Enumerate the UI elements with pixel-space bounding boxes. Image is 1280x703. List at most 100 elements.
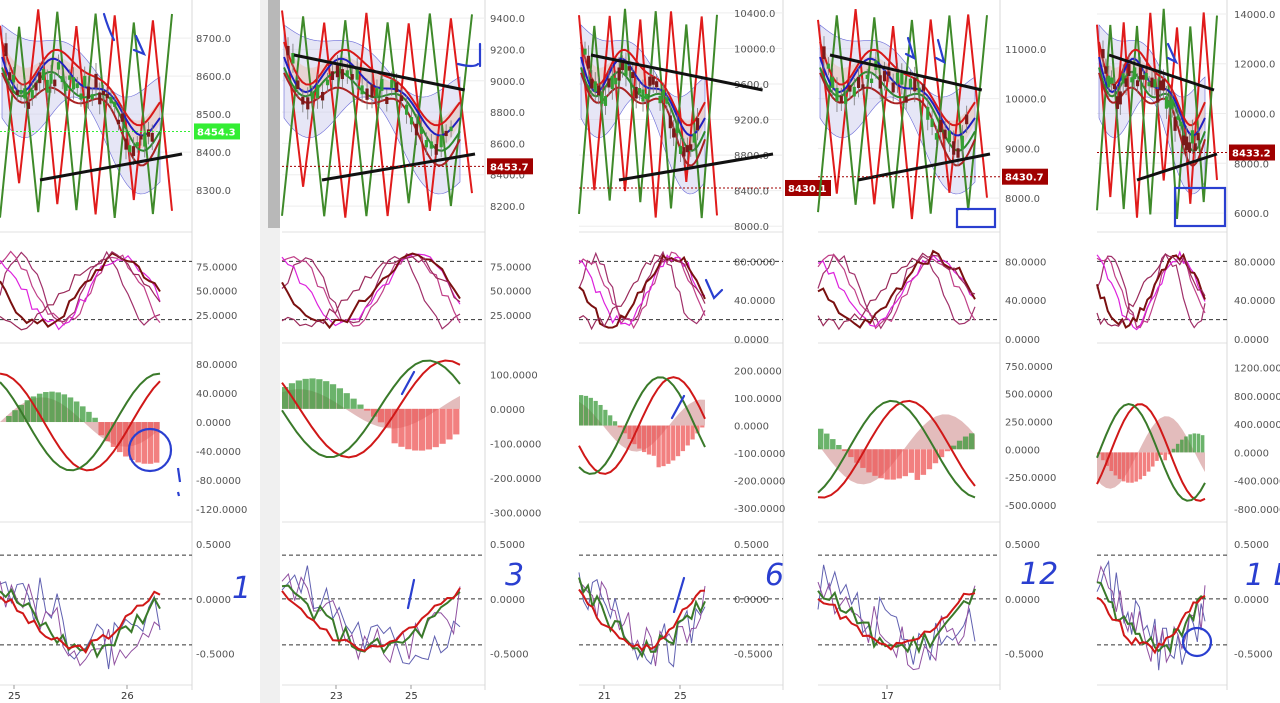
stochastic-tick-label: 0.0000 [1234,335,1269,346]
candle-body [952,141,956,155]
support-trendline [39,152,183,182]
candle-body [682,147,686,157]
macd-histogram-bar [302,378,309,409]
oscillator-line [281,565,461,665]
candle-body [1115,96,1120,109]
stochastic-line [817,249,976,329]
price-tick-label: 8000.0 [1005,194,1040,205]
macd-histogram-bar [357,404,364,409]
macd-histogram-bar [12,410,18,423]
candle-body [900,73,904,85]
macd-histogram-bar [1146,452,1151,472]
oscillator-tick-label: 0.0000 [1005,595,1040,606]
candle-body [1127,63,1131,76]
scrollbar-thumb [268,0,280,228]
candle-body [116,119,121,125]
hand-drawn-mark [102,12,147,57]
candle-body [1147,82,1151,87]
candle-body [668,115,672,129]
candle-body [296,80,300,90]
candle-body [105,93,109,99]
candle-body [370,84,374,98]
macd-histogram-bar [371,408,378,417]
candle-body [1161,79,1166,91]
candle-body [655,81,659,88]
candle-body [672,128,676,138]
timeframe-panel: 9400.0 9200.0 9000.0 8800.0 8600.0 8400.0 8200… [281,0,541,702]
candle-body [848,85,852,92]
timeframe-panel: 10400.010000.09600.09200.08800.08400.080… [578,0,831,702]
macd-histogram-bar [412,408,419,451]
last-price-tag [1229,144,1275,161]
candle-body [419,127,424,134]
macd-histogram-bar [110,422,117,447]
candle-body [661,89,666,96]
macd-histogram-bar [135,422,141,463]
hand-drawn-mark [176,467,182,497]
macd-histogram-bar [1109,452,1114,472]
macd-histogram-bar [830,439,836,450]
candle-body [644,93,649,100]
candle-body [627,66,631,71]
macd-histogram-bar [968,433,975,450]
timeframe-annotation: 6 [765,558,784,593]
macd-histogram-bar [824,433,830,450]
candle-body [695,118,700,131]
stochastic-line [281,253,461,327]
last-price-label: 8430.7 [1005,173,1044,184]
macd-histogram-bar [866,449,872,473]
last-price-tag [1002,168,1048,185]
candle-body [1107,75,1111,88]
candle-body [325,79,330,86]
macd-histogram-bar [92,417,98,423]
stochastic-line [578,253,706,329]
candle-body [590,78,594,89]
stochastic-line [281,256,461,328]
macd-histogram-bar [617,425,623,428]
price-tick-label: 9200.0 [734,116,769,127]
candle-body [1130,77,1134,83]
candle-body [4,43,8,57]
macd-histogram-bar [1138,452,1143,480]
macd-histogram-bar [842,449,848,452]
candle-body [624,62,628,76]
macd-histogram-bar [1134,452,1138,482]
price-tick-label: 8800.0 [490,108,525,119]
stochastic-line [0,251,161,328]
macd-histogram-bar [350,398,357,409]
moving-average-line [1,56,161,137]
zigzag-green [281,13,473,217]
macd-histogram-bar [598,404,603,426]
stochastic-line [0,251,161,331]
zigzag-green [1096,8,1218,219]
stochastic-tick-label: 50.0000 [490,287,531,298]
candle-body [1118,91,1122,105]
support-trendline [1136,152,1218,182]
macd-histogram-bar [926,449,933,470]
candle-body [1112,84,1117,90]
candle-body [614,77,618,85]
date-label: 23 [330,691,343,702]
candle-body [424,140,428,148]
macd-signal-line [0,372,161,472]
candle-body [689,144,693,150]
candle-body [355,67,359,80]
macd-histogram-bar [391,408,398,444]
candle-body [861,84,865,89]
candle-body [607,78,611,88]
macd-tick-label: 0.0000 [1234,448,1269,459]
macd-tick-label: -400.0000 [1234,477,1280,488]
candle-body [135,142,139,147]
candle-body [124,138,128,150]
candle-body [1176,115,1180,120]
macd-histogram-bar [1142,452,1147,476]
candle-body [675,123,679,133]
stochastic-line [817,252,976,331]
macd-histogram-bar [593,400,598,426]
hand-drawn-box [1173,186,1227,228]
macd-histogram-bar [836,444,842,450]
candle-body [852,86,856,97]
macd-signal-line [1096,403,1206,502]
candle-body [934,133,939,140]
macd-histogram-bar [666,425,671,464]
